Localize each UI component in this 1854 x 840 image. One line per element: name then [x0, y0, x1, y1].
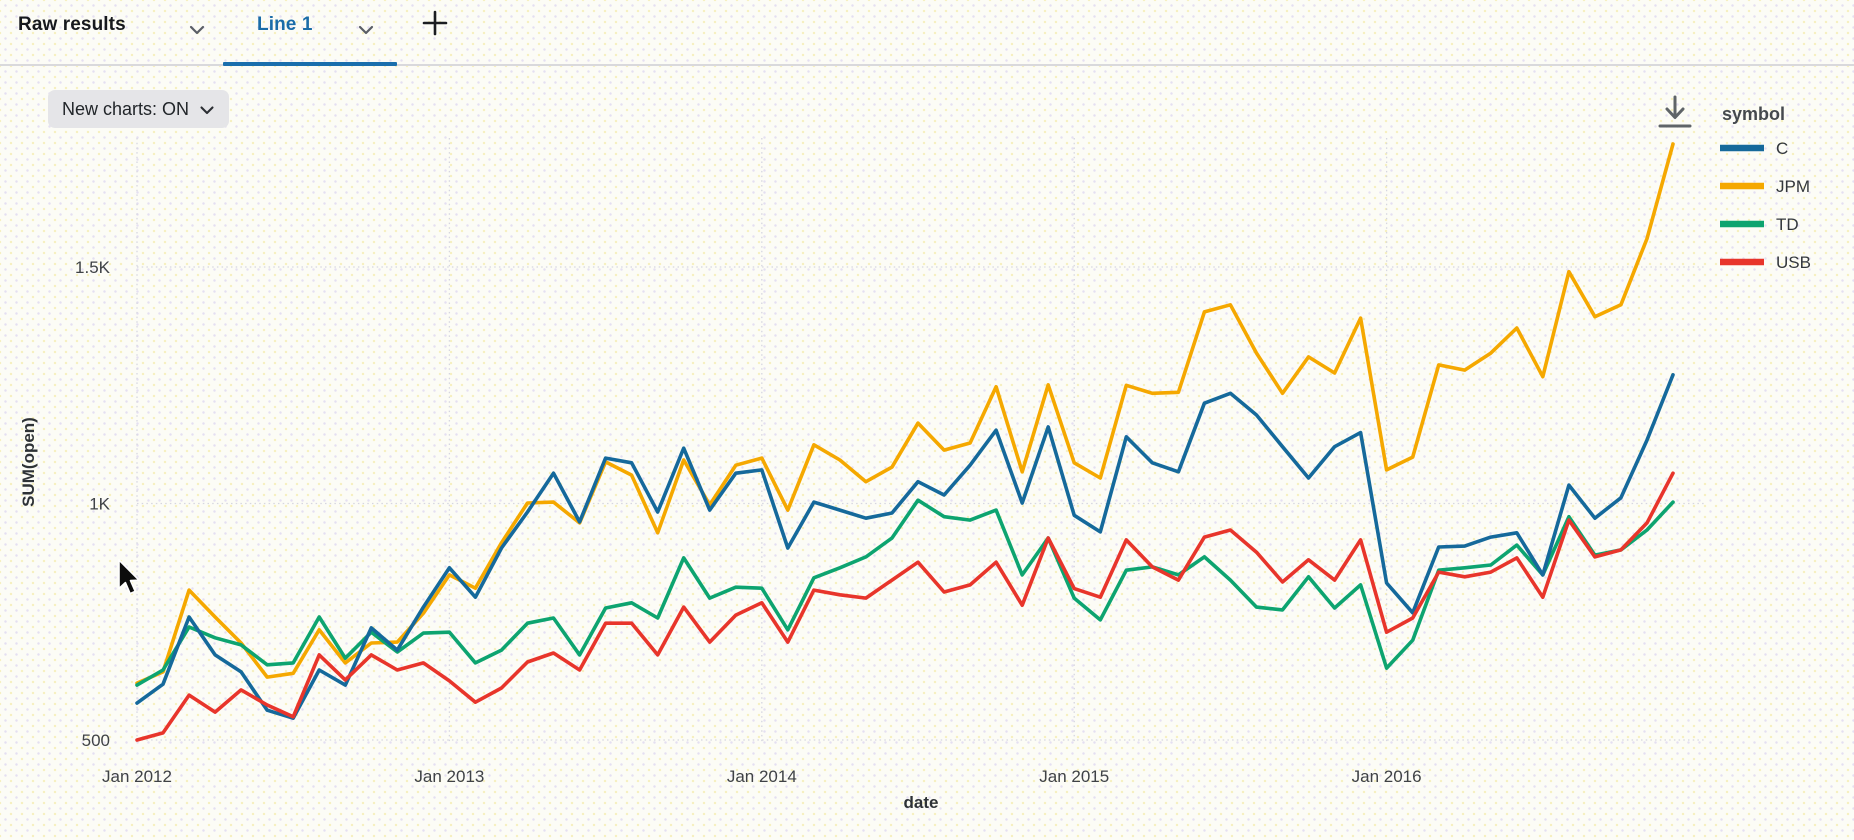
mouse-pointer-icon [118, 559, 140, 595]
legend-item-TD[interactable]: TD [1720, 215, 1799, 234]
legend-item-C[interactable]: C [1720, 139, 1788, 158]
legend-item-USB[interactable]: USB [1720, 253, 1811, 272]
x-axis-tick: Jan 2013 [414, 767, 484, 786]
y-axis-tick: 1K [89, 495, 110, 514]
series-line-USB[interactable] [135, 471, 1675, 742]
tab-raw-results[interactable]: Raw results [18, 14, 126, 36]
legend-item-label: JPM [1776, 177, 1810, 196]
y-axis-title: SUM(open) [19, 417, 38, 507]
legend-item-label: USB [1776, 253, 1811, 272]
x-axis-tick: Jan 2014 [727, 767, 797, 786]
y-axis-tick: 500 [82, 731, 110, 750]
gridlines: 500 1K 1.5K Jan 2012 Jan 2013 Jan 2014 Jan 201… [75, 138, 1706, 786]
download-icon[interactable] [1658, 95, 1692, 128]
tab-line-1[interactable]: Line 1 [257, 14, 313, 36]
x-axis-title: date [904, 793, 939, 812]
chart-tabs-bar: Raw results Line 1 [0, 0, 1854, 66]
x-axis-tick: Jan 2012 [102, 767, 172, 786]
y-axis-tick: 1.5K [75, 258, 111, 277]
active-tab-underline [223, 62, 397, 66]
tab-raw-results-label: Raw results [18, 14, 126, 35]
chart-legend: C JPM TD USB [1720, 139, 1811, 272]
legend-item-JPM[interactable]: JPM [1720, 177, 1810, 196]
new-charts-toggle[interactable]: New charts: ON [48, 90, 230, 128]
add-chart-tab-button[interactable] [421, 10, 449, 38]
chevron-down-icon [200, 99, 214, 120]
legend-item-label: TD [1776, 215, 1799, 234]
plus-icon [422, 10, 448, 39]
legend-item-label: C [1776, 139, 1788, 158]
legend-title: symbol [1722, 104, 1785, 124]
tab-line-1-label: Line 1 [257, 14, 313, 35]
chevron-down-icon[interactable] [358, 22, 374, 40]
series-line-C[interactable] [135, 372, 1675, 721]
new-charts-label: New charts: ON [62, 98, 190, 119]
series-line-JPM[interactable] [135, 142, 1675, 686]
chevron-down-icon[interactable] [189, 22, 205, 40]
x-axis-tick: Jan 2015 [1039, 767, 1109, 786]
x-axis-tick: Jan 2016 [1352, 767, 1422, 786]
